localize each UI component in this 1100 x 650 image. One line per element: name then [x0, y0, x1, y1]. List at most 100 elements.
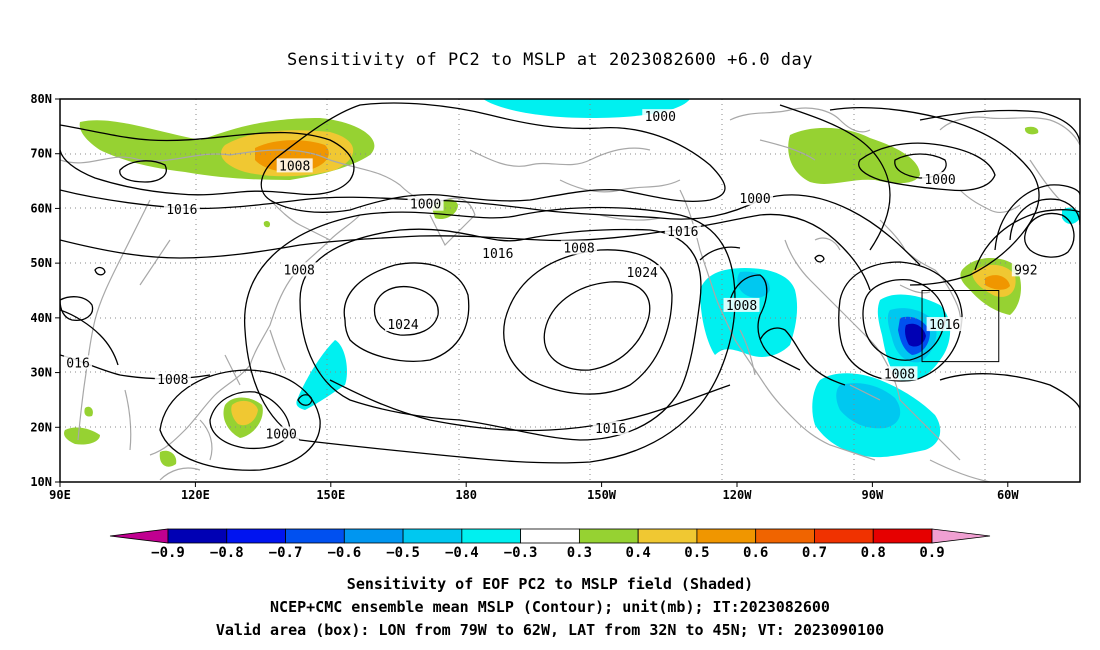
contour-1000-atlantic [919, 109, 1080, 146]
contour-label-bg [737, 191, 774, 206]
contour-label-bg [479, 245, 516, 260]
lon-tick-label: 150W [587, 488, 617, 502]
colorbar-label: −0.8 [210, 545, 244, 561]
contour-label-bg [281, 262, 318, 277]
contour-1016-outer [244, 206, 736, 464]
contour-label-bg [276, 158, 313, 173]
contour-label-bg [922, 172, 959, 187]
latitude-labels: 80N 70N 60N 50N 40N 30N 20N 10N [30, 92, 52, 489]
colorbar-box [167, 528, 228, 544]
lat-tick-label: 60N [30, 201, 52, 215]
shade-negative-atlantic-small [1062, 207, 1080, 224]
lat-tick-label: 30N [30, 366, 52, 380]
shade-positive-hudson [788, 127, 920, 184]
lon-tick-label: 150E [316, 488, 345, 502]
contour-label-bg [592, 421, 629, 436]
contour-label-bg [664, 224, 701, 239]
contour-label-bg [385, 317, 422, 332]
contour-label-bg [624, 265, 661, 280]
colorbar-label: −0.7 [269, 545, 303, 561]
shade-positive-atlantic-core [985, 275, 1010, 290]
contour-label: 1000 [924, 173, 955, 188]
contour-1016-east-us [862, 279, 946, 361]
shade-positive-greenland [1024, 126, 1039, 135]
shade-positive-seasia [159, 450, 177, 467]
contour-1008-siberia [60, 124, 355, 196]
lat-tick-label: 40N [30, 311, 52, 325]
contour-1016-west-arc [60, 309, 119, 366]
contour-1016-canada [779, 104, 891, 251]
colorbar-label: 0.5 [684, 545, 709, 561]
contour-label-bg [642, 109, 679, 124]
contour-label: 016 [66, 356, 89, 371]
contour-label: 1024 [387, 318, 418, 333]
colorbar-max-triangle [931, 528, 991, 544]
contour-label-bg [407, 196, 444, 211]
contour-1008-mexico [759, 327, 846, 386]
contour-label-bg [881, 366, 918, 381]
contour-label: 1008 [284, 263, 315, 278]
colorbar-box [226, 528, 286, 544]
contour-siberia-low [119, 160, 167, 183]
contour-label: 1000 [645, 110, 676, 125]
contour-1016-west [343, 262, 470, 362]
colorbar-label: −0.4 [445, 545, 479, 561]
lon-tick-label: 90E [49, 488, 71, 502]
valid-area-box [921, 290, 1000, 363]
contour-label: 1008 [726, 299, 757, 314]
colorbar-box [285, 528, 345, 544]
colorbar-label: 0.9 [919, 545, 944, 561]
contour-label: 1008 [279, 159, 310, 174]
colorbar-label: −0.3 [504, 545, 538, 561]
contour-india-low [60, 296, 94, 321]
colorbar-label: 0.3 [567, 545, 592, 561]
contour-1000-hudson [858, 142, 996, 192]
colorbar-box [520, 528, 580, 544]
contour-label: 1016 [667, 225, 698, 240]
colorbar-box [872, 528, 933, 544]
axis-ticks [55, 98, 1009, 487]
contour-label: 1016 [482, 247, 513, 262]
contour-label: 992 [1014, 263, 1037, 278]
caption-line-2: NCEP+CMC ensemble mean MSLP (Contour); u… [270, 598, 830, 616]
colorbar-label: 0.6 [743, 545, 768, 561]
contour-label: 1000 [410, 198, 441, 213]
lat-tick-label: 20N [30, 420, 52, 434]
lon-tick-label: 120E [181, 488, 210, 502]
contour-1016-trop [329, 379, 731, 432]
lon-tick-label: 60W [997, 488, 1019, 502]
shade-negative-namerica [700, 268, 798, 357]
contour-label-bg [723, 297, 760, 312]
contour-1024-east [543, 281, 651, 371]
contour-label: 1008 [157, 373, 188, 388]
contour-1008-canada [829, 107, 1040, 286]
contour-1008-main [299, 228, 702, 441]
contour-label-bg [926, 317, 963, 332]
colorbar-box [578, 528, 639, 544]
contour-1016-atl-low [974, 209, 1080, 271]
shade-negative-arctic [483, 99, 690, 118]
lat-tick-label: 10N [30, 475, 52, 489]
contour-label-bg [154, 371, 191, 386]
contour-label-bg [163, 202, 200, 217]
map-title: Sensitivity of PC2 to MSLP at 2023082600… [286, 50, 813, 70]
contour-labels: 1000 1008 1016 1000 1008 1016 1008 1016 1000 1024… [64, 109, 1040, 442]
contour-1008-east-us [838, 261, 963, 382]
contour-label-bg [1011, 262, 1040, 277]
lon-tick-label: 90W [862, 488, 884, 502]
lat-tick-label: 70N [30, 147, 52, 161]
contour-label: 1000 [265, 427, 296, 442]
contour-label: 1016 [929, 318, 960, 333]
colorbar: −0.9 −0.8 −0.7 −0.6 −0.5 −0.4 −0.3 0.3 0.4 0.5 0.6… [109, 528, 991, 561]
contour-label: 1008 [563, 241, 594, 256]
contour-label: 1024 [627, 266, 658, 281]
colorbar-label: −0.5 [386, 545, 420, 561]
contour-label-bg [263, 426, 300, 441]
contour-label-bg [64, 355, 93, 370]
contour-pacific-low-small [297, 394, 313, 406]
contour-1008-philippine [159, 369, 321, 471]
shade-positive-pacific-small [263, 220, 271, 228]
lon-tick-label: 180 [455, 488, 477, 502]
shade-negative-eastcoast-core [905, 323, 926, 347]
colorbar-label: 0.8 [861, 545, 886, 561]
